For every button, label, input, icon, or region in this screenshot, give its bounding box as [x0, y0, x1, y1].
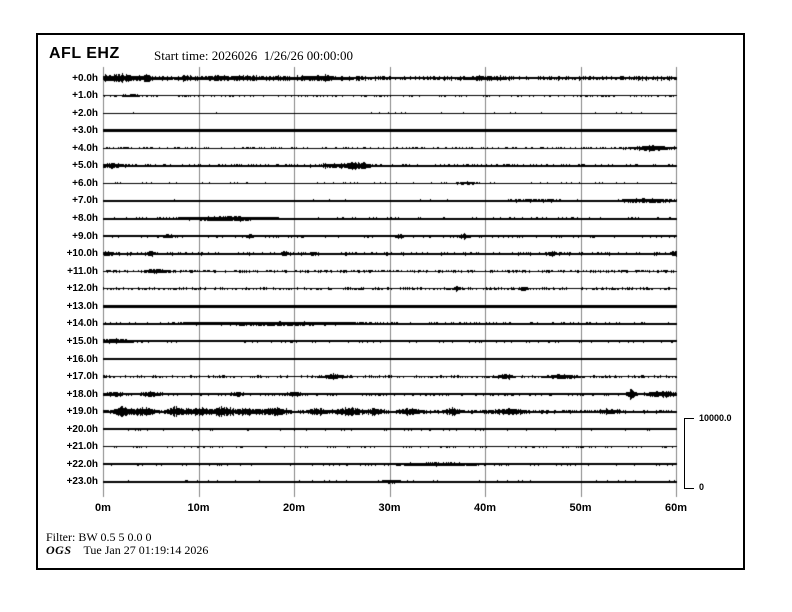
x-tick-label: 0m [95, 502, 111, 514]
hour-label: +20.0h [66, 423, 98, 435]
hour-label: +2.0h [72, 107, 98, 119]
hour-label: +10.0h [66, 248, 98, 260]
hour-label: +4.0h [72, 142, 98, 154]
x-tick-label: 50m [569, 502, 592, 514]
amplitude-scale-bracket [684, 418, 694, 489]
hour-label: +3.0h [72, 125, 98, 137]
scale-max-label: 10000.0 [699, 413, 732, 423]
hour-label: +18.0h [66, 388, 98, 400]
x-tick-label: 20m [282, 502, 306, 514]
hour-label: +22.0h [66, 458, 98, 470]
hour-label: +11.0h [67, 265, 98, 277]
station-title: AFL EHZ [49, 45, 120, 62]
agency-logo-text: OGS [46, 543, 72, 557]
start-time-label: Start time: 2026026 1/26/26 00:00:00 [154, 48, 353, 63]
generated-timestamp: Tue Jan 27 01:19:14 2026 [83, 543, 209, 557]
x-tick-label: 10m [187, 502, 210, 514]
hour-label: +0.0h [72, 72, 98, 84]
scale-min-label: 0 [699, 482, 705, 492]
hour-label: +16.0h [66, 353, 98, 365]
hour-label: +8.0h [72, 213, 98, 225]
filter-info: Filter: BW 0.5 5 0.0 0 [46, 530, 152, 544]
hour-label: +14.0h [66, 318, 98, 330]
x-tick-label: 40m [473, 502, 497, 514]
x-tick-label: 30m [378, 502, 401, 514]
hour-label: +19.0h [66, 406, 98, 418]
hour-label: +13.0h [66, 300, 98, 312]
hour-label: +17.0h [66, 371, 98, 383]
hour-label: +6.0h [72, 177, 98, 189]
hour-label: +1.0h [72, 90, 98, 102]
hour-label: +7.0h [72, 195, 98, 207]
hour-label: +9.0h [72, 230, 98, 242]
hour-label: +23.0h [66, 476, 98, 488]
hour-label: +15.0h [66, 335, 98, 347]
footer-credit-line: OGS Tue Jan 27 01:19:14 2026 [46, 543, 208, 558]
x-tick-label: 60m [664, 502, 688, 514]
hour-label: +21.0h [66, 441, 98, 453]
hour-label: +5.0h [72, 160, 98, 172]
hour-label: +12.0h [66, 283, 98, 295]
